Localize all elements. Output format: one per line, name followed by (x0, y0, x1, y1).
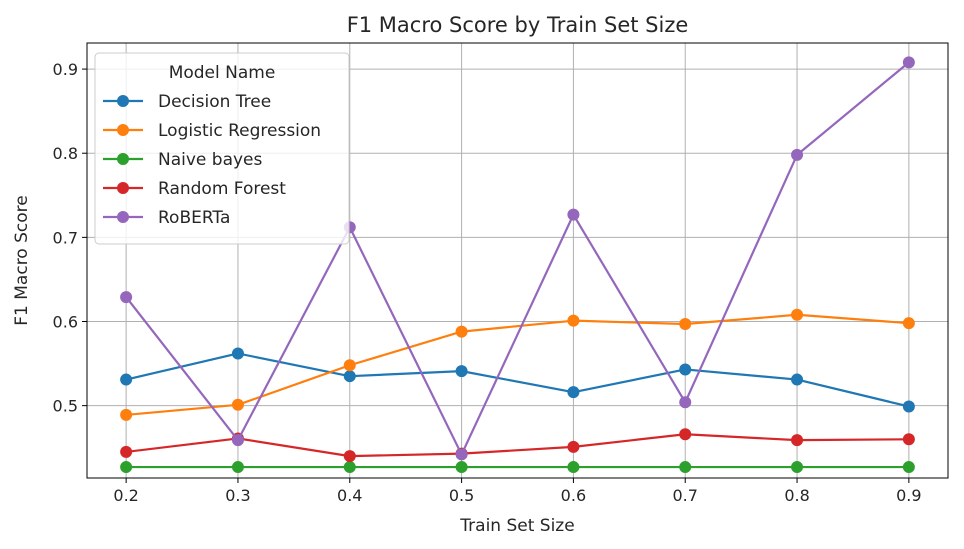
data-point-random-forest (567, 440, 580, 453)
x-tick-label: 0.2 (113, 486, 138, 505)
data-point-roberta (231, 434, 244, 447)
legend-title: Model Name (169, 63, 276, 83)
data-point-random-forest (902, 433, 915, 446)
legend-marker-naive-bayes (117, 153, 129, 165)
x-tick-label: 0.7 (673, 486, 698, 505)
data-point-decision-tree (120, 373, 133, 386)
x-tick-label: 0.9 (896, 486, 921, 505)
legend-label-random-forest: Random Forest (158, 179, 286, 199)
legend-entry-decision-tree: Decision Tree (103, 92, 271, 112)
legend-label-roberta: RoBERTa (158, 208, 230, 228)
data-point-random-forest (343, 450, 356, 463)
data-point-naive-bayes (231, 461, 244, 474)
data-series (120, 56, 915, 474)
data-point-naive-bayes (343, 461, 356, 474)
x-tick-label: 0.3 (225, 486, 250, 505)
y-tick-label: 0.9 (53, 60, 78, 79)
data-point-decision-tree (567, 386, 580, 399)
series-line-roberta (125, 61, 910, 456)
legend-marker-roberta (117, 211, 129, 223)
data-point-roberta (120, 291, 133, 304)
series-line-logistic-regression (126, 313, 909, 416)
data-point-logistic-regression (791, 308, 804, 321)
y-tick-label: 0.8 (53, 144, 78, 163)
data-point-roberta (567, 208, 580, 221)
series-roberta (120, 56, 915, 461)
y-tick-label: 0.6 (53, 313, 78, 332)
x-axis-label: Train Set Size (459, 516, 574, 536)
y-tick-label: 0.5 (53, 397, 78, 416)
legend-entry-roberta: RoBERTa (103, 208, 230, 228)
data-point-naive-bayes (679, 461, 692, 474)
data-point-logistic-regression (231, 398, 244, 411)
legend-label-logistic-regression: Logistic Regression (158, 121, 321, 141)
y-tick-label: 0.7 (53, 228, 78, 247)
data-point-roberta (455, 448, 468, 461)
data-point-decision-tree (791, 373, 804, 386)
axis-ticks: 0.2 0.3 0.4 0.5 0.6 0.7 0.8 0.9 0.5 0.6 0.7 0.8 0.9 (53, 60, 922, 505)
data-point-logistic-regression (455, 325, 468, 338)
y-axis-label: F1 Macro Score (12, 195, 32, 325)
legend-box (94, 52, 350, 245)
series-decision-tree (120, 347, 915, 413)
series-line-random-forest (126, 433, 909, 458)
legend-label-naive-bayes: Naive bayes (158, 150, 263, 170)
legend-marker-logistic-regression (117, 124, 129, 136)
data-point-roberta (679, 396, 692, 409)
legend-entry-random-forest: Random Forest (103, 179, 286, 199)
data-point-decision-tree (902, 400, 915, 413)
data-point-naive-bayes (567, 461, 580, 474)
data-point-naive-bayes (120, 461, 133, 474)
plot-frame (86, 42, 949, 479)
data-point-decision-tree (343, 370, 356, 383)
legend-marker-decision-tree (117, 95, 129, 107)
data-point-logistic-regression (902, 317, 915, 330)
x-tick-label: 0.8 (784, 486, 809, 505)
x-tick-label: 0.6 (561, 486, 586, 505)
legend-marker-random-forest (117, 182, 129, 194)
x-tick-label: 0.5 (449, 486, 474, 505)
legend-entry-naive-bayes: Naive bayes (103, 150, 263, 170)
data-point-logistic-regression (120, 408, 133, 421)
chart-title: F1 Macro Score by Train Set Size (347, 13, 689, 37)
data-point-roberta (902, 56, 915, 69)
data-point-roberta (791, 148, 804, 161)
data-point-random-forest (120, 445, 133, 458)
data-point-naive-bayes (791, 461, 804, 474)
legend-label-decision-tree: Decision Tree (158, 92, 271, 112)
data-point-logistic-regression (343, 359, 356, 372)
data-point-naive-bayes (455, 461, 468, 474)
data-point-logistic-regression (679, 318, 692, 331)
series-naive-bayes (120, 461, 915, 474)
data-point-decision-tree (455, 365, 468, 378)
data-point-random-forest (679, 428, 692, 441)
data-point-decision-tree (679, 363, 692, 376)
data-point-logistic-regression (567, 314, 580, 327)
series-line-decision-tree (125, 352, 910, 408)
legend: Model Name Decision Tree Logistic Regress… (94, 52, 350, 245)
data-point-naive-bayes (902, 461, 915, 474)
x-tick-label: 0.4 (337, 486, 362, 505)
data-point-decision-tree (231, 347, 244, 360)
series-logistic-regression (120, 308, 915, 421)
data-point-random-forest (791, 434, 804, 447)
legend-entry-logistic-regression: Logistic Regression (103, 121, 321, 141)
